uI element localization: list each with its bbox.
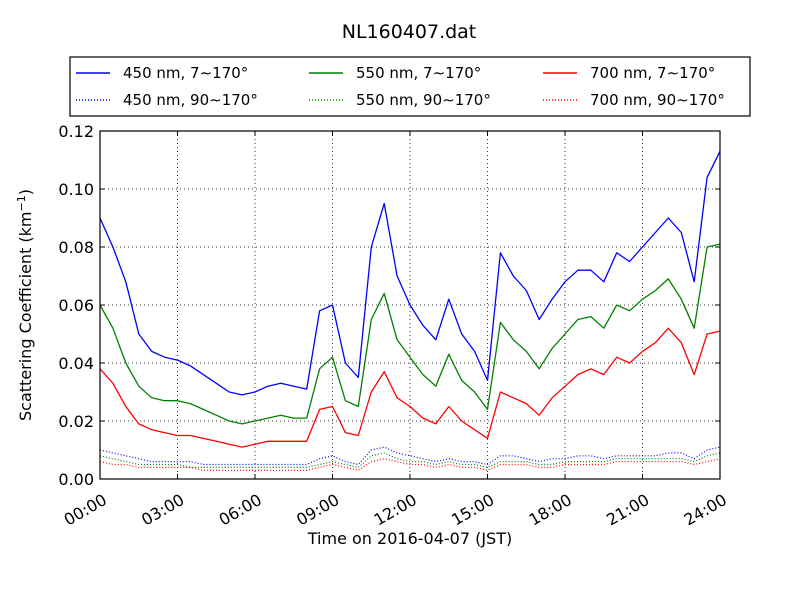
y-tick-label: 0.04 <box>58 354 94 373</box>
y-tick-label: 0.08 <box>58 238 94 257</box>
y-tick-label: 0.12 <box>58 122 94 141</box>
series-line <box>99 458 721 471</box>
x-tick-label: 12:00 <box>371 490 420 530</box>
legend-label: 450 nm, 7∼170° <box>123 64 248 82</box>
series-line <box>99 452 721 468</box>
series-lines <box>99 151 721 471</box>
y-tick-label: 0.10 <box>58 180 94 199</box>
legend-label: 450 nm, 90∼170° <box>123 91 258 109</box>
legend-label: 550 nm, 90∼170° <box>356 91 491 109</box>
x-tick-label: 24:00 <box>681 490 730 530</box>
x-tick-label: 03:00 <box>138 490 187 530</box>
legend-label: 700 nm, 90∼170° <box>590 91 725 109</box>
series-line <box>99 327 721 448</box>
y-tick-label: 0.06 <box>58 296 94 315</box>
x-axis-label: Time on 2016-04-07 (JST) <box>307 529 512 548</box>
x-tick-label: 15:00 <box>448 490 497 530</box>
y-axis-label-end: ) <box>16 189 35 195</box>
y-tick-label: 0.00 <box>58 470 94 489</box>
series-line <box>99 243 721 425</box>
series-line <box>99 151 721 396</box>
y-axis-label-main: Scattering Coefficient (km <box>16 211 35 421</box>
legend: 450 nm, 7∼170° 550 nm, 7∼170° 700 nm, 7∼17… <box>69 56 751 117</box>
x-tick-label: 21:00 <box>603 490 652 530</box>
x-tick-label: 09:00 <box>293 490 342 530</box>
x-tick-label: 18:00 <box>526 490 575 530</box>
legend-label: 550 nm, 7∼170° <box>356 64 481 82</box>
y-tick-label: 0.02 <box>58 412 94 431</box>
legend-frame <box>69 56 751 117</box>
x-tick-label: 00:00 <box>61 490 110 530</box>
chart-title: NL160407.dat <box>342 21 477 43</box>
x-tick-label: 06:00 <box>216 490 265 530</box>
plot-frame <box>99 130 721 480</box>
y-axis-label-sup: −1 <box>15 195 28 211</box>
y-axis-label: Scattering Coefficient (km−1) <box>15 189 35 421</box>
legend-label: 700 nm, 7∼170° <box>590 64 715 82</box>
